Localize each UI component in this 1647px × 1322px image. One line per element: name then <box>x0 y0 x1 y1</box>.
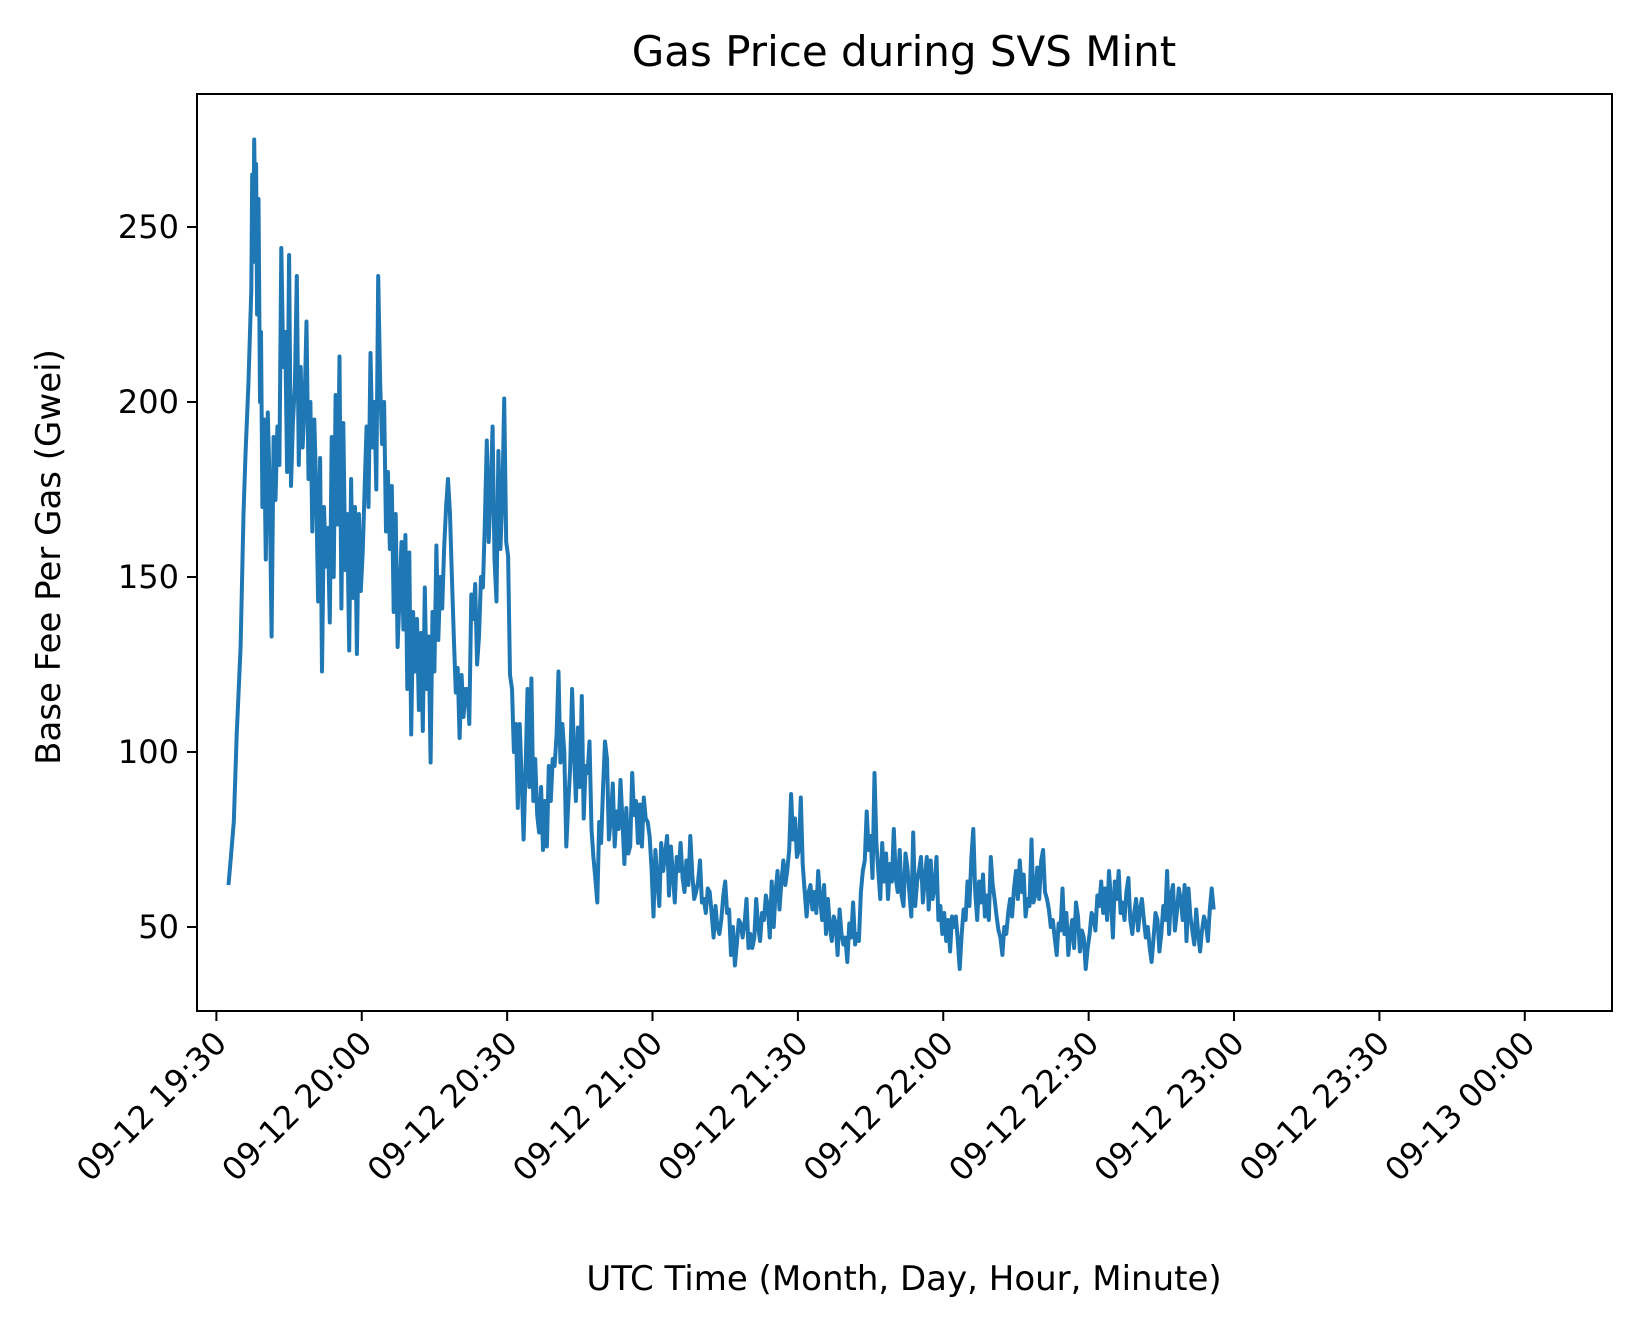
x-axis-label: UTC Time (Month, Day, Hour, Minute) <box>586 1259 1221 1299</box>
y-tick-label: 150 <box>118 558 179 596</box>
chart-title: Gas Price during SVS Mint <box>632 27 1177 76</box>
plot-frame <box>196 93 1613 1012</box>
y-axis-ticks: 50 100 150 200 250 <box>118 208 197 946</box>
y-tick-label: 200 <box>118 383 179 421</box>
y-tick-label: 50 <box>138 908 179 946</box>
y-axis-label: Base Fee Per Gas (Gwei) <box>29 349 69 765</box>
series-line <box>226 137 1216 971</box>
y-tick-label: 250 <box>118 208 179 246</box>
y-tick-label: 100 <box>118 733 179 771</box>
